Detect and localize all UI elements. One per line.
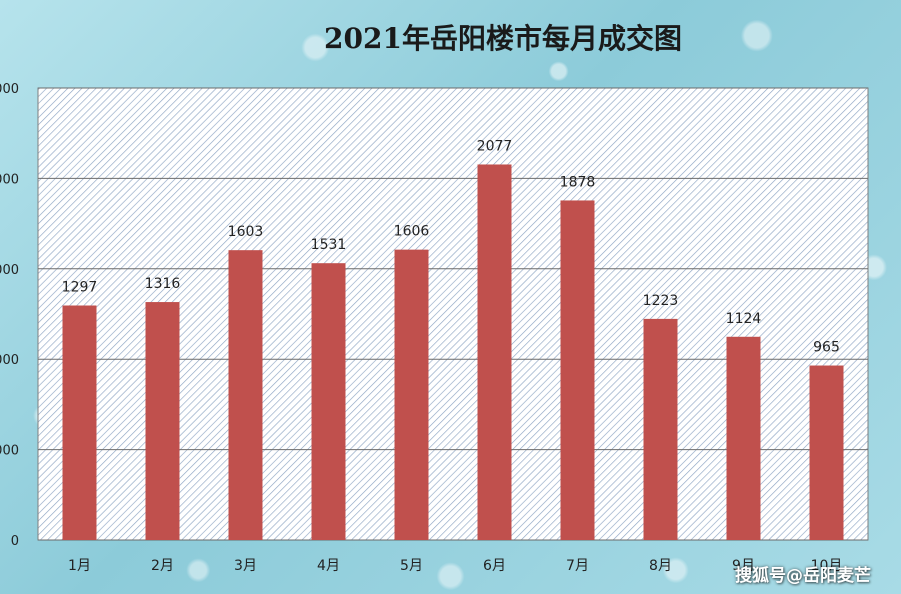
bar — [394, 249, 429, 540]
data-label: 1606 — [394, 224, 430, 240]
x-tick-label: 3月 — [234, 558, 257, 574]
data-labels: 1297 1316 1603 1531 1606 2077 1878 1223 1124 965 — [62, 138, 840, 355]
bar — [62, 305, 97, 540]
data-label: 1878 — [560, 174, 596, 190]
y-tick-label: 000 — [0, 82, 19, 97]
data-label: 1297 — [62, 280, 98, 296]
x-tick-label: 9月 — [732, 558, 755, 574]
data-label: 1316 — [145, 276, 181, 292]
bars — [62, 164, 844, 541]
y-tick-label: 000 — [0, 444, 19, 459]
bar — [809, 365, 844, 540]
bar — [560, 200, 595, 541]
y-tick-label: 000 — [0, 353, 19, 368]
bar — [145, 302, 180, 540]
y-tick-label: 000 — [0, 263, 19, 278]
bar — [228, 250, 263, 540]
data-label: 1223 — [643, 293, 679, 309]
bar — [643, 318, 678, 540]
data-label: 1124 — [726, 311, 762, 327]
x-tick-label: 8月 — [649, 558, 672, 574]
y-tick-label: 000 — [0, 172, 19, 187]
y-axis-ticks: 0000000000000000 — [0, 82, 19, 549]
bar — [477, 164, 512, 540]
bar — [726, 336, 761, 540]
x-tick-label: 5月 — [400, 558, 423, 574]
x-tick-label: 10月 — [811, 558, 843, 574]
data-label: 1603 — [228, 224, 264, 240]
data-label: 1531 — [311, 237, 347, 253]
x-tick-label: 4月 — [317, 558, 340, 574]
data-label: 2077 — [477, 138, 513, 154]
data-label: 965 — [813, 340, 840, 356]
watermark: 搜狐号@岳阳麦芒 — [735, 566, 871, 586]
y-tick-label: 0 — [11, 534, 19, 549]
x-tick-label: 2月 — [151, 558, 174, 574]
x-axis-ticks: 1月 2月 3月 4月 5月 6月 7月 8月 9月 10月 — [68, 558, 842, 574]
x-tick-label: 1月 — [68, 558, 91, 574]
x-tick-label: 6月 — [483, 558, 506, 574]
chart-title: 2021年岳阳楼市每月成交图 — [324, 22, 682, 55]
x-tick-label: 7月 — [566, 558, 589, 574]
bar — [311, 263, 346, 540]
